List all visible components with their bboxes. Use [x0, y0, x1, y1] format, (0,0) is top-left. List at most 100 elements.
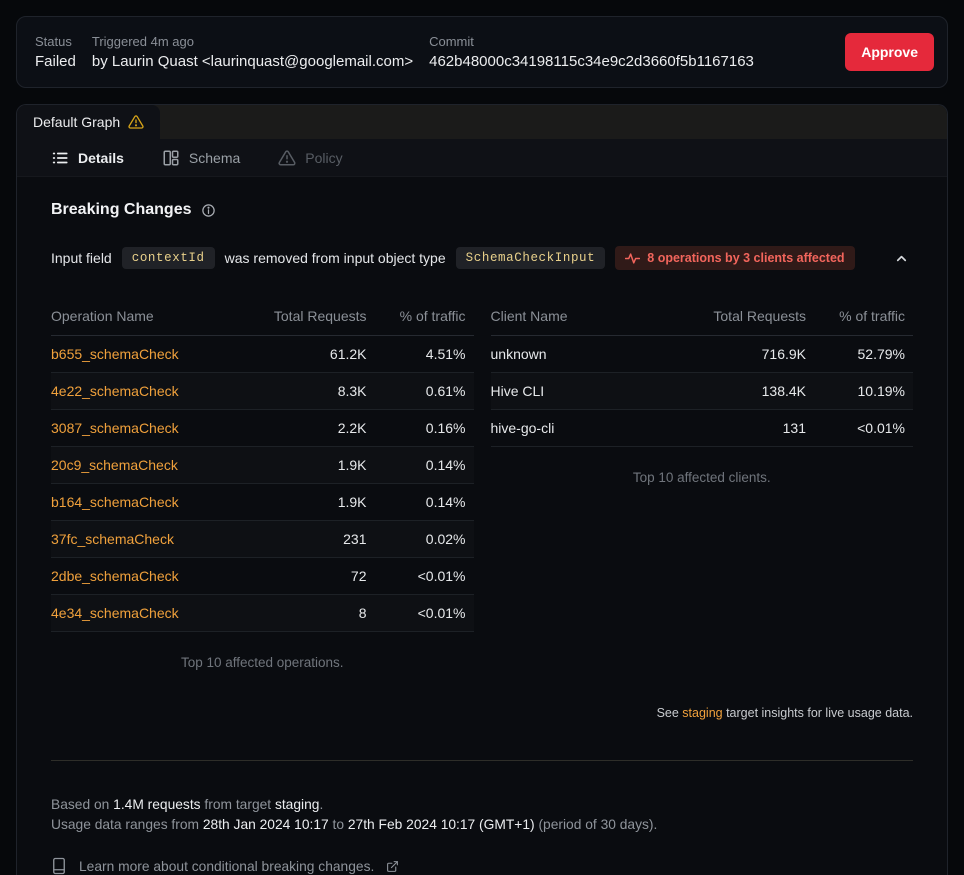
commit-hash: 462b48000c34198115c34e9c2d3660f5b1167163 — [429, 53, 754, 70]
table-row: Hive CLI 138.4K 10.19% — [490, 373, 913, 410]
status-block: Status Failed — [35, 34, 76, 70]
change-text-middle: was removed from input object type — [224, 250, 446, 266]
requests-value: 231 — [343, 531, 367, 547]
usage-text: Usage data ranges from — [51, 817, 203, 832]
breaking-changes-header: Breaking Changes — [51, 201, 913, 219]
status-label: Status — [35, 34, 72, 49]
breaking-changes-title: Breaking Changes — [51, 201, 192, 218]
usage-text: to — [328, 817, 348, 832]
insights-note-suffix: target insights for live usage data. — [722, 706, 913, 720]
operations-table-caption: Top 10 affected operations. — [180, 655, 344, 670]
main-card: Default Graph Details — [16, 104, 948, 875]
commit-label: Commit — [429, 34, 474, 49]
table-row: hive-go-cli 131 <0.01% — [490, 410, 913, 447]
tab-details[interactable]: Details — [51, 149, 124, 167]
external-link-icon — [386, 860, 399, 873]
table-row: 4e34_schemaCheck 8 <0.01% — [51, 595, 474, 632]
requests-value: 2.2K — [337, 420, 367, 436]
table-row: 20c9_schemaCheck 1.9K 0.14% — [51, 447, 474, 484]
operations-rows: b655_schemaCheck 61.2K 4.51% 4e22_schema… — [51, 336, 474, 632]
table-row: unknown 716.9K 52.79% — [490, 336, 913, 373]
pulse-activity-icon — [625, 252, 641, 265]
staging-insights-link[interactable]: staging — [682, 706, 723, 720]
client-name: hive-go-cli — [490, 420, 555, 436]
requests-total: 1.4M requests — [113, 797, 201, 812]
traffic-value: <0.01% — [857, 420, 905, 436]
graph-tab-strip: Default Graph — [17, 105, 947, 140]
client-name: unknown — [490, 346, 547, 362]
clients-table-caption: Top 10 affected clients. — [632, 470, 771, 485]
table-row: 37fc_schemaCheck 231 0.02% — [51, 521, 474, 558]
usage-text: . — [319, 797, 324, 812]
type-code-badge: SchemaCheckInput — [455, 247, 606, 269]
usage-summary: Based on 1.4M requests from target stagi… — [51, 795, 913, 835]
clients-table: Client Name Total Requests % of traffic … — [490, 296, 913, 670]
operation-link[interactable]: 2dbe_schemaCheck — [51, 568, 179, 584]
table-row: 3087_schemaCheck 2.2K 0.16% — [51, 410, 474, 447]
learn-more-link[interactable]: Learn more about conditional breaking ch… — [51, 857, 913, 875]
learn-more-label: Learn more about conditional breaking ch… — [79, 858, 375, 874]
clients-table-header: Client Name Total Requests % of traffic — [490, 296, 913, 336]
date-from: 28th Jan 2024 10:17 — [202, 817, 329, 832]
tab-details-label: Details — [78, 149, 124, 166]
usage-summary-line1: Based on 1.4M requests from target stagi… — [51, 795, 913, 815]
tab-schema[interactable]: Schema — [162, 149, 240, 167]
triggered-label: Triggered 4m ago — [91, 34, 194, 49]
insights-note-prefix: See — [656, 706, 683, 720]
requests-value: 131 — [782, 420, 806, 436]
operation-link[interactable]: 4e22_schemaCheck — [51, 383, 179, 399]
operation-link[interactable]: b655_schemaCheck — [51, 346, 179, 362]
operation-link[interactable]: 37fc_schemaCheck — [51, 531, 174, 547]
tab-default-graph[interactable]: Default Graph — [17, 105, 161, 140]
table-row: b164_schemaCheck 1.9K 0.14% — [51, 484, 474, 521]
col-traffic: % of traffic — [839, 307, 905, 324]
operation-link[interactable]: b164_schemaCheck — [51, 494, 179, 510]
graph-tab-label: Default Graph — [33, 114, 121, 131]
usage-text: from target — [200, 797, 275, 812]
field-code-badge: contextId — [121, 247, 215, 269]
requests-value: 8.3K — [337, 383, 367, 399]
breaking-change-row: Input field contextId was removed from i… — [51, 246, 913, 270]
traffic-value: 0.14% — [425, 494, 466, 510]
traffic-value: 52.79% — [857, 346, 905, 362]
triggered-author: by Laurin Quast <laurinquast@googlemail.… — [91, 53, 414, 70]
col-total-requests: Total Requests — [713, 307, 806, 324]
usage-summary-line2: Usage data ranges from 28th Jan 2024 10:… — [51, 815, 913, 835]
clients-rows: unknown 716.9K 52.79% Hive CLI 138.4K 10… — [490, 336, 913, 447]
operations-table-header: Operation Name Total Requests % of traff… — [51, 296, 474, 336]
operation-link[interactable]: 3087_schemaCheck — [51, 420, 179, 436]
requests-value: 8 — [358, 605, 367, 621]
operation-link[interactable]: 4e34_schemaCheck — [51, 605, 179, 621]
traffic-value: <0.01% — [417, 568, 466, 584]
requests-value: 138.4K — [761, 383, 806, 399]
traffic-value: 0.16% — [425, 420, 466, 436]
operations-table: Operation Name Total Requests % of traff… — [51, 296, 474, 670]
footer-divider — [51, 760, 913, 761]
table-row: b655_schemaCheck 61.2K 4.51% — [51, 336, 474, 373]
usage-text: Based on — [51, 797, 114, 812]
requests-value: 72 — [350, 568, 367, 584]
requests-value: 61.2K — [329, 346, 367, 362]
change-text-prefix: Input field — [51, 250, 112, 266]
check-view-toolbar: Details Schema — [17, 139, 947, 177]
target-name: staging — [274, 797, 320, 812]
approve-button[interactable]: Approve — [845, 33, 934, 71]
book-icon — [51, 857, 67, 875]
operation-link[interactable]: 20c9_schemaCheck — [51, 457, 178, 473]
affected-usage-badge[interactable]: 8 operations by 3 clients affected — [615, 246, 855, 270]
schema-panels-icon — [162, 149, 180, 167]
usage-tables: Operation Name Total Requests % of traff… — [51, 296, 913, 670]
traffic-value: 0.02% — [425, 531, 466, 547]
policy-warning-icon — [278, 149, 296, 167]
info-icon[interactable] — [201, 203, 216, 218]
tab-policy-label: Policy — [305, 149, 343, 166]
traffic-value: 4.51% — [425, 346, 466, 362]
commit-block: Commit 462b48000c34198115c34e9c2d3660f5b… — [429, 34, 754, 70]
tab-policy[interactable]: Policy — [278, 149, 343, 167]
collapse-change-chevron[interactable] — [890, 247, 913, 270]
check-header-card: Status Failed Triggered 4m ago by Laurin… — [16, 16, 948, 88]
triggered-block: Triggered 4m ago by Laurin Quast <laurin… — [92, 34, 413, 70]
usage-text: (period of 30 days). — [534, 817, 658, 832]
breaking-change-description: Input field contextId was removed from i… — [51, 246, 855, 270]
affected-usage-label: 8 operations by 3 clients affected — [647, 251, 845, 265]
